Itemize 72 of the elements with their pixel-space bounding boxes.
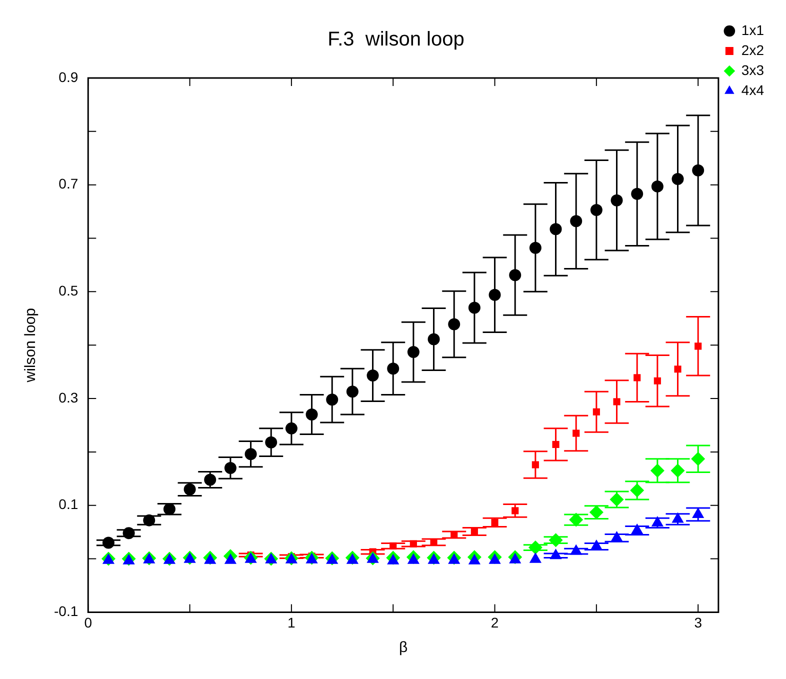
point [569, 512, 584, 527]
point [428, 333, 440, 346]
point [674, 366, 682, 373]
point [410, 540, 417, 548]
point [326, 394, 338, 406]
point [491, 518, 498, 526]
point [691, 452, 706, 466]
legend-label: 4x4 [741, 82, 764, 98]
y-tick-label: -0.1 [54, 603, 78, 620]
y-tick-label: 0.7 [58, 176, 78, 192]
point [122, 527, 135, 540]
point [650, 464, 664, 478]
point [163, 503, 176, 516]
point [552, 440, 560, 448]
point [390, 542, 397, 550]
point [572, 430, 580, 437]
y-axis-title: wilson loop [22, 308, 40, 384]
point [570, 215, 582, 228]
chart-title: F.3 wilson loop [328, 28, 464, 51]
point [692, 164, 704, 176]
x-tick-label: 1 [288, 614, 296, 630]
point [532, 461, 539, 468]
point [592, 408, 600, 416]
point [346, 386, 358, 398]
point [306, 408, 318, 421]
point [387, 362, 400, 375]
point [610, 194, 623, 206]
point [430, 538, 438, 546]
point [589, 505, 604, 520]
point [550, 223, 562, 236]
point [631, 188, 644, 200]
point [634, 374, 641, 382]
point [224, 462, 236, 474]
y-tick-label: 0.1 [58, 496, 78, 512]
x-tick-label: 3 [694, 614, 702, 630]
point [548, 533, 563, 548]
x-tick-label: 2 [490, 614, 499, 630]
point [265, 436, 278, 448]
point [407, 346, 420, 358]
point [512, 507, 519, 514]
point [450, 531, 458, 538]
x-axis-title: β [398, 639, 408, 656]
point [285, 422, 298, 434]
y-tick-label: 0.9 [58, 68, 78, 85]
point [590, 204, 602, 216]
point [630, 483, 644, 498]
point [470, 528, 478, 536]
point [670, 464, 685, 478]
legend-label: 2x2 [741, 42, 764, 58]
point [528, 540, 542, 555]
point [468, 302, 480, 314]
point [366, 370, 379, 382]
point [102, 536, 114, 549]
point [204, 474, 216, 486]
legend-label: 3x3 [741, 62, 764, 78]
point [509, 269, 522, 282]
x-tick-label: 0 [84, 614, 92, 630]
point [143, 514, 156, 526]
legend-label: 1x1 [741, 22, 764, 38]
y-tick-label: 0.5 [58, 282, 78, 299]
point [488, 288, 501, 301]
point [613, 398, 620, 406]
point [610, 492, 624, 506]
point [448, 318, 460, 330]
point [654, 377, 661, 384]
point [694, 342, 702, 350]
point [244, 448, 257, 460]
point [184, 483, 196, 496]
point [529, 242, 542, 254]
point [651, 180, 664, 192]
y-tick-label: 0.3 [58, 389, 78, 406]
point [672, 172, 684, 185]
